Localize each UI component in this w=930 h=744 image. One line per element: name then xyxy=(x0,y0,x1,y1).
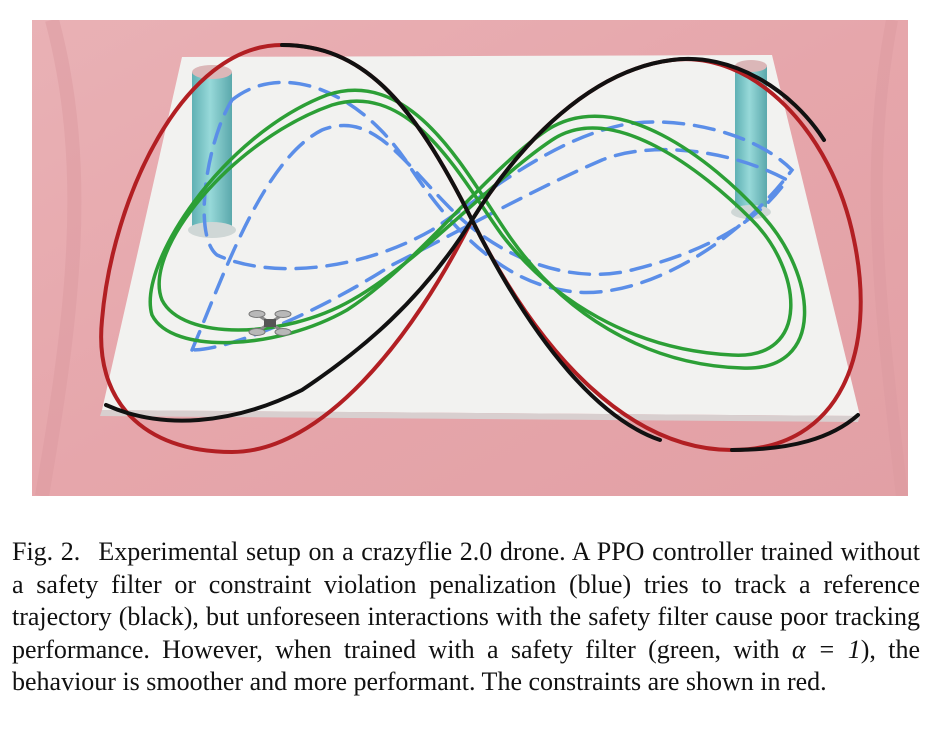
left-pillar xyxy=(188,65,236,238)
quadcopter-icon xyxy=(248,310,292,336)
experiment-illustration xyxy=(32,20,908,496)
caption-text: Experimental setup on a crazyflie 2.0 dr… xyxy=(12,537,921,664)
caption-text: ), the behaviour is smoother and more pe… xyxy=(12,634,920,697)
reference-trajectory-group xyxy=(99,42,863,455)
reference-trajectory xyxy=(730,413,860,452)
unfiltered-trajectory xyxy=(189,80,795,352)
platform-shadow xyxy=(100,410,860,422)
alpha-value: α = 1 xyxy=(791,634,861,664)
figure-caption: Fig. 2. Experimental setup on a crazyflie… xyxy=(12,536,920,699)
filtered-trajectory xyxy=(148,88,807,370)
curtain-fold xyxy=(35,20,82,496)
figure-label: Fig. 2. xyxy=(12,537,81,566)
curtain-fold xyxy=(870,20,908,496)
experiment-photo xyxy=(32,20,908,496)
reference-trajectory xyxy=(104,56,826,423)
